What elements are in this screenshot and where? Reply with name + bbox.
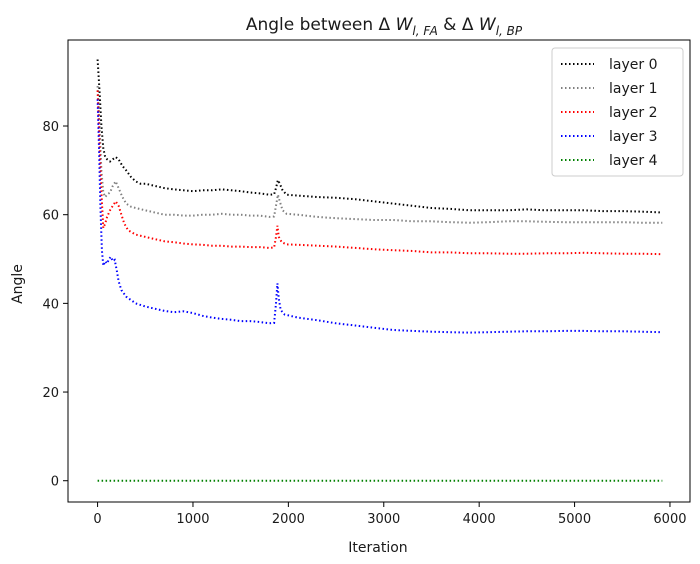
legend-label-layer-3: layer 3 (609, 129, 657, 145)
title-middle: & Δ (438, 15, 479, 35)
x-tick-label: 1000 (176, 512, 209, 527)
title-subscript-2: l, BP (496, 24, 523, 38)
legend-label-layer-0: layer 0 (609, 57, 657, 73)
y-tick-label: 0 (51, 475, 59, 490)
series-line-layer-3 (96, 99, 663, 334)
title-subscript-1: l, FA (412, 24, 437, 38)
legend-label-layer-2: layer 2 (609, 105, 657, 121)
title-symbol-1: W (396, 15, 414, 35)
y-tick-label: 40 (42, 297, 59, 312)
y-axis-label: Angle (10, 264, 26, 304)
title-prefix: Angle between Δ (246, 15, 396, 35)
title-symbol-2: W (479, 15, 497, 35)
series-line-layer-2 (96, 90, 663, 256)
x-tick-label: 5000 (558, 512, 591, 527)
x-tick-label: 4000 (463, 512, 496, 527)
chart-title: Angle between Δ Wl, FA & Δ Wl, BP (246, 15, 523, 38)
legend: layer 0 layer 1 layer 2 layer 3 layer 4 (551, 47, 684, 177)
y-tick-label: 20 (42, 386, 59, 401)
axes: 0 1000 2000 3000 4000 5000 6000 0 20 40 60 80 (42, 39, 691, 527)
x-tick-label: 0 (93, 512, 101, 527)
series-line-layer-1 (96, 86, 663, 224)
x-tick-label: 3000 (367, 512, 400, 527)
y-tick-label: 80 (42, 120, 59, 135)
x-tick-label: 2000 (272, 512, 305, 527)
plot-area (96, 59, 663, 482)
legend-label-layer-4: layer 4 (609, 153, 658, 169)
series-line-layer-0 (96, 59, 663, 214)
axes-frame (67, 39, 691, 503)
legend-label-layer-1: layer 1 (609, 81, 657, 97)
x-tick-label: 6000 (653, 512, 686, 527)
x-axis-label: Iteration (348, 540, 407, 556)
y-tick-label: 60 (42, 209, 59, 224)
legend-box (551, 47, 684, 177)
